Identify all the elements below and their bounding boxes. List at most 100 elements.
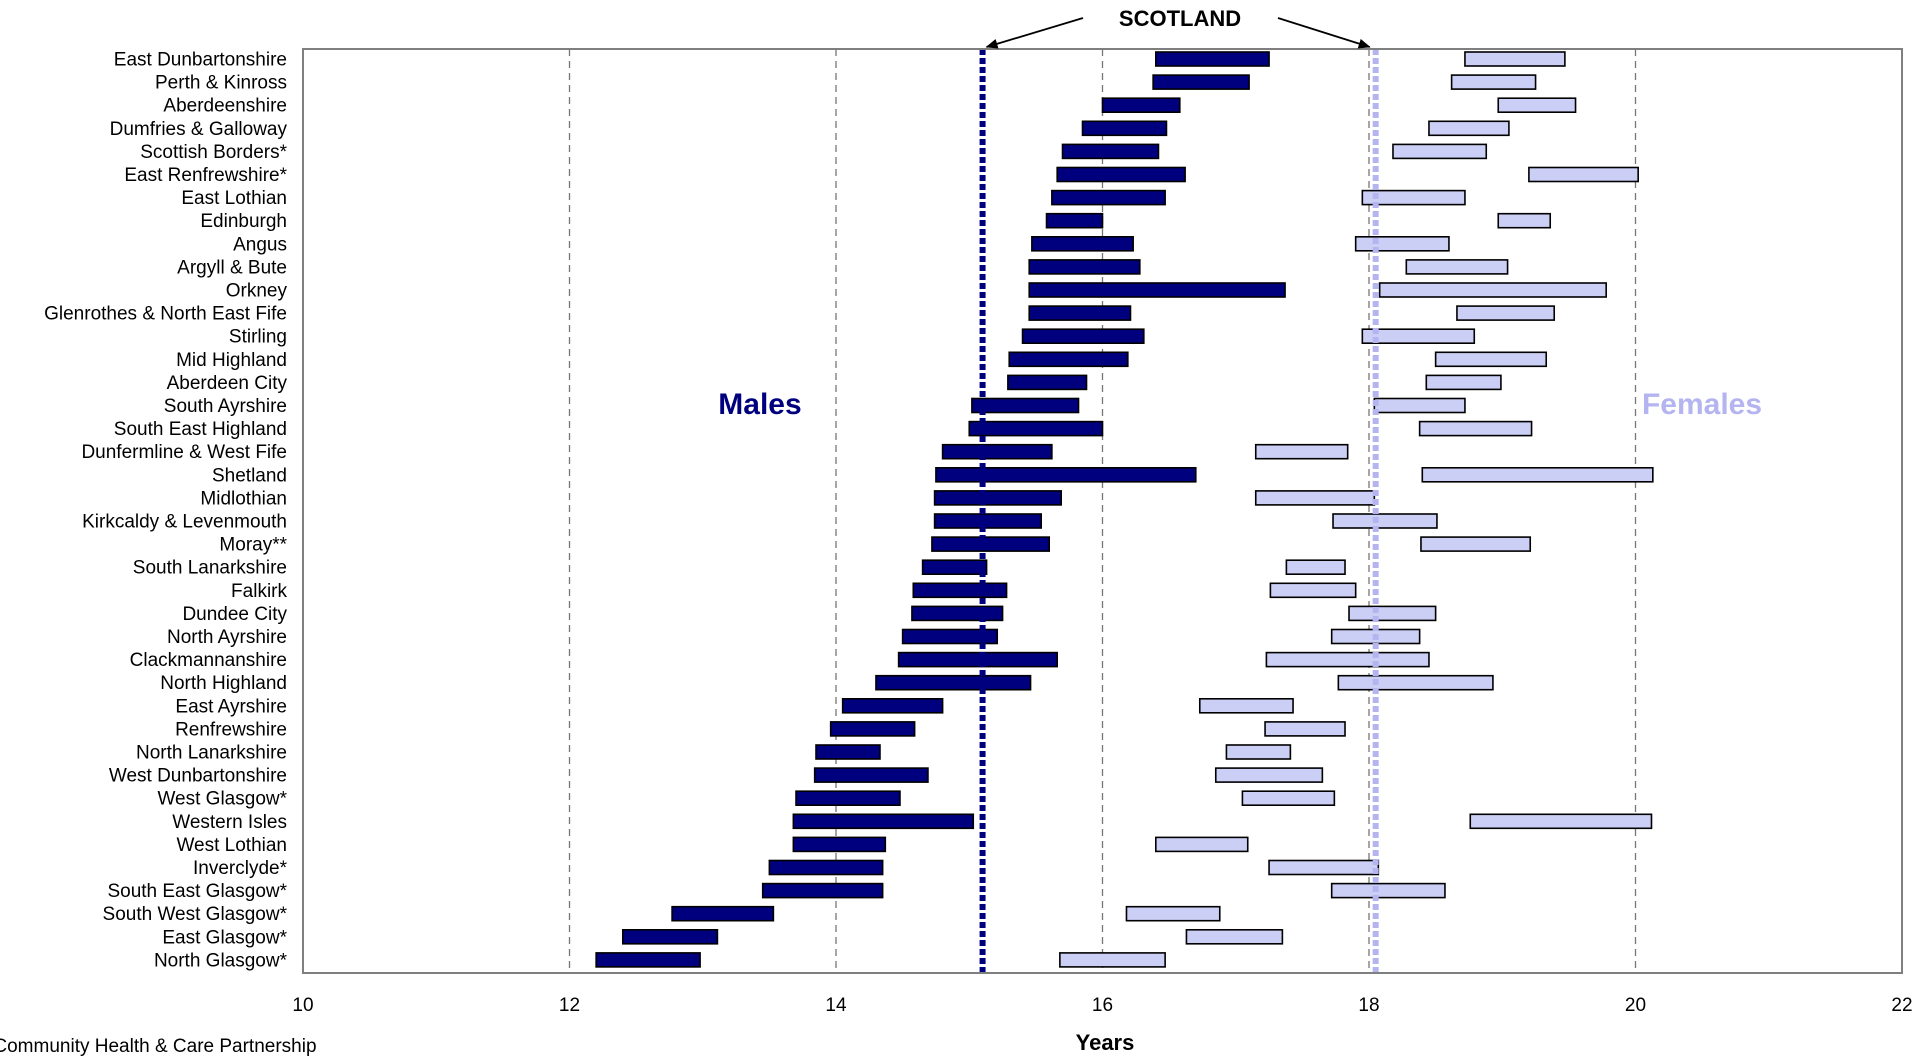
female-range-bar <box>1361 189 1466 206</box>
female-range-bar <box>1125 905 1221 922</box>
category-label: West Dunbartonshire <box>109 766 287 787</box>
x-tick-label: 10 <box>292 995 313 1016</box>
category-label: South East Glasgow* <box>107 881 287 902</box>
female-range-bar <box>1497 97 1577 113</box>
category-label: Dundee City <box>182 604 287 625</box>
female-range-bar <box>1269 582 1357 599</box>
category-label: East Ayrshire <box>175 696 287 717</box>
female-range-bar <box>1392 143 1488 160</box>
category-label: East Renfrewshire* <box>124 165 287 186</box>
female-range-bar <box>1348 605 1437 622</box>
category-label: Mid Highland <box>176 350 287 371</box>
male-range-bar <box>875 674 1032 691</box>
x-tick-label: 22 <box>1891 995 1912 1016</box>
female-range-bar <box>1185 928 1284 945</box>
male-range-bar <box>1007 374 1088 391</box>
male-range-bar <box>1155 51 1270 67</box>
male-range-bar <box>621 928 719 945</box>
footnote: *Community Health & Care Partnership <box>0 1036 317 1057</box>
annotation-males: Males <box>718 388 801 421</box>
male-range-bar <box>941 443 1053 460</box>
male-range-bar <box>1028 282 1286 298</box>
arrow-to-females-line <box>1277 17 1371 49</box>
female-range-bar <box>1361 328 1476 345</box>
scotland-arrows <box>985 17 1371 49</box>
x-axis-label: Years <box>1076 1030 1135 1054</box>
category-label: North Highland <box>160 673 287 694</box>
category-label: Angus <box>233 234 287 255</box>
female-range-bar <box>1421 466 1654 483</box>
category-label: Moray** <box>219 535 287 556</box>
female-range-bar <box>1418 420 1533 437</box>
female-range-bar <box>1469 813 1653 830</box>
arrow-to-males-line <box>985 17 1084 49</box>
male-range-bar <box>971 397 1080 414</box>
female-range-bar <box>1497 212 1552 229</box>
male-range-bar <box>792 836 887 853</box>
category-label: Edinburgh <box>200 211 287 232</box>
category-label: Argyll & Bute <box>177 257 287 278</box>
category-label: West Glasgow* <box>157 789 287 810</box>
male-range-bar <box>1081 120 1168 137</box>
category-label: North Ayrshire <box>167 627 287 648</box>
category-label: South West Glasgow* <box>103 904 288 925</box>
male-range-bar <box>813 767 929 783</box>
female-range-bar <box>1528 166 1639 183</box>
female-range-bar <box>1254 490 1376 506</box>
male-range-bar <box>761 882 884 899</box>
female-range-bar <box>1373 397 1466 414</box>
category-label: Stirling <box>229 327 287 348</box>
male-range-bar <box>795 790 901 807</box>
category-label: Clackmannanshire <box>130 650 287 671</box>
male-range-bar <box>912 582 1008 599</box>
female-range-bar <box>1337 674 1494 691</box>
category-label: Renfrewshire <box>175 719 287 740</box>
category-label: East Glasgow* <box>162 927 287 948</box>
male-range-bar <box>841 697 944 714</box>
category-label: South Lanarkshire <box>133 558 287 579</box>
female-range-bar <box>1378 282 1607 298</box>
female-range-bar <box>1198 697 1294 714</box>
female-range-bar <box>1285 559 1346 576</box>
male-range-bar <box>1056 166 1186 183</box>
category-label: Western Isles <box>172 812 287 833</box>
female-range-bar <box>1425 374 1502 391</box>
male-range-bar <box>1021 328 1145 345</box>
male-range-bar <box>768 859 884 876</box>
x-tick-label: 14 <box>825 995 847 1016</box>
female-range-bar <box>1405 259 1509 275</box>
grid-layer <box>568 49 1637 973</box>
category-label: North Lanarkshire <box>136 743 287 764</box>
male-range-bar <box>1031 236 1134 252</box>
female-range-bar <box>1330 882 1446 899</box>
category-label: Kirkcaldy & Levenmouth <box>82 512 287 533</box>
x-tick-label: 20 <box>1625 995 1646 1016</box>
category-label: Scottish Borders* <box>140 142 287 163</box>
category-label: Perth & Kinross <box>155 73 287 94</box>
x-tick-label: 16 <box>1092 995 1113 1016</box>
category-label: Shetland <box>212 465 287 486</box>
male-range-bar <box>921 559 988 576</box>
male-range-bar <box>792 813 975 830</box>
male-range-bar <box>933 513 1043 529</box>
male-range-bar <box>815 744 881 760</box>
category-label: Dunfermline & West Fife <box>81 442 287 463</box>
female-range-bar <box>1428 120 1510 137</box>
female-range-bar <box>1464 51 1566 67</box>
female-range-bar <box>1254 443 1349 460</box>
male-range-bar <box>1152 74 1250 90</box>
male-range-bar <box>968 420 1104 437</box>
female-range-bar <box>1241 790 1336 807</box>
category-label: Aberdeenshire <box>163 96 287 117</box>
male-range-bar <box>935 466 1197 483</box>
category-label: South East Highland <box>114 419 287 440</box>
category-label: Inverclyde* <box>193 858 288 879</box>
category-label: Midlothian <box>200 488 287 509</box>
reference-layer <box>979 49 1379 973</box>
male-range-bar <box>901 628 999 645</box>
male-range-bar <box>931 536 1051 552</box>
male-range-bar <box>671 905 775 922</box>
category-label: West Lothian <box>176 835 287 856</box>
